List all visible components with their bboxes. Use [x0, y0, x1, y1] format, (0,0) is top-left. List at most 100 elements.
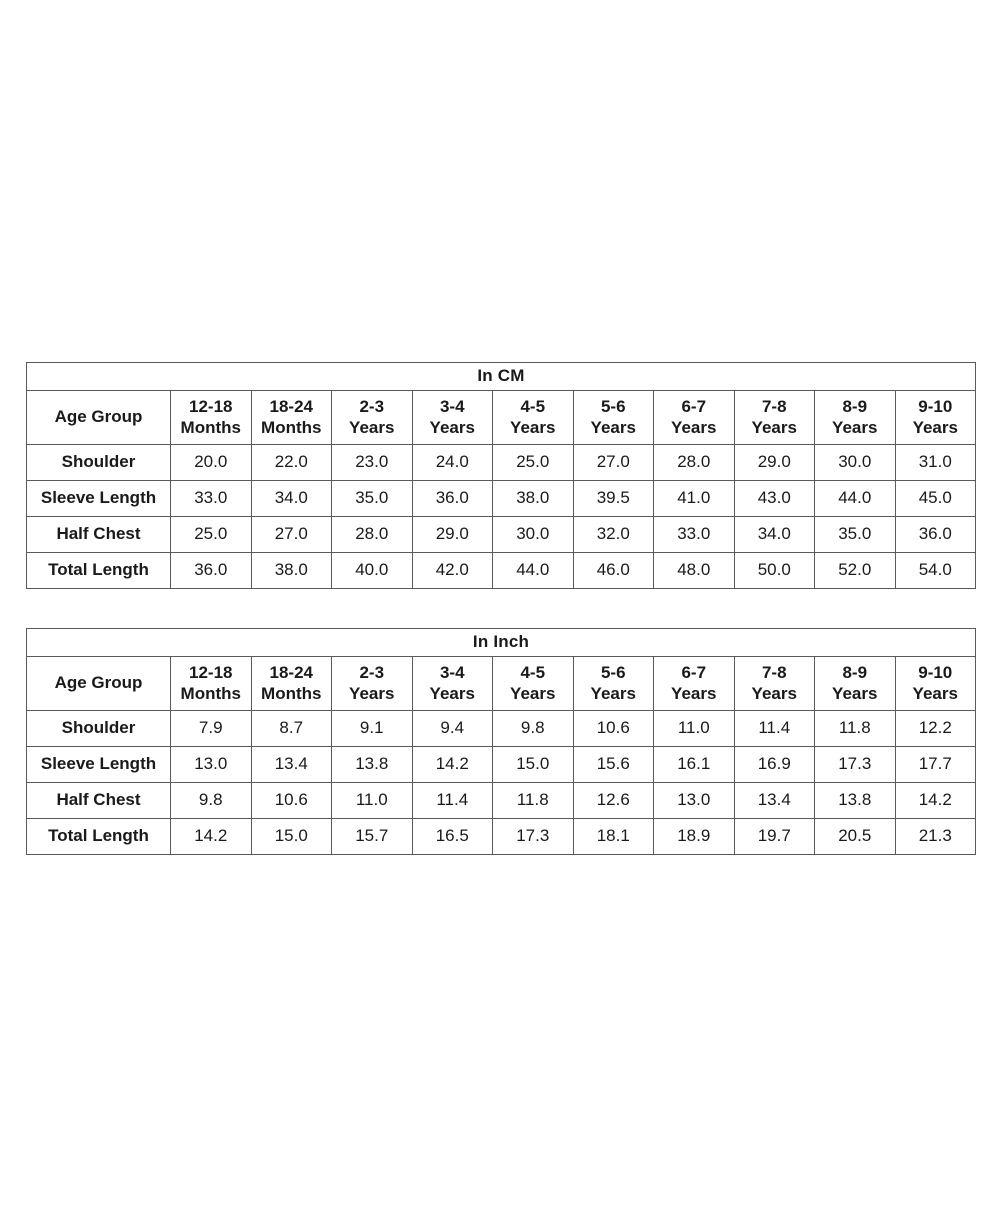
cell-value: 9.4 — [411, 710, 493, 747]
cell-value: 28.0 — [331, 516, 413, 553]
cell-value: 13.0 — [653, 782, 735, 819]
column-header-line1: 12-18 — [189, 663, 233, 683]
column-header-line1: 2-3 — [359, 663, 385, 683]
cell-value: 36.0 — [894, 516, 977, 553]
cell-value: 13.8 — [331, 746, 413, 783]
cell-value: 7.9 — [170, 710, 252, 747]
column-header-9-10-years: 9-10 Years — [894, 656, 976, 711]
row-label-total-length: Total Length — [26, 818, 171, 855]
cell-value: 12.2 — [894, 710, 976, 747]
cell-value: 9.8 — [492, 710, 574, 747]
table-gap — [26, 589, 975, 628]
cell-value: 45.0 — [894, 480, 977, 517]
column-header-line2: Years — [429, 683, 475, 703]
column-header-line1: 18-24 — [269, 397, 313, 417]
cell-value: 24.0 — [411, 444, 493, 481]
column-header-18-24-months: 18-24 Months — [250, 390, 332, 445]
table-row: Shoulder 20.0 22.0 23.0 24.0 25.0 27.0 2… — [26, 444, 977, 481]
column-header-line2: Months — [261, 683, 322, 703]
row-label-shoulder: Shoulder — [26, 444, 171, 481]
cell-value: 9.1 — [331, 710, 413, 747]
column-header-line1: 9-10 — [918, 663, 953, 683]
column-header-age-group: Age Group — [26, 656, 171, 711]
cell-value: 39.5 — [572, 480, 654, 517]
column-header-age-group: Age Group — [26, 390, 171, 445]
table-title-inch: In Inch — [26, 628, 976, 657]
cell-value: 44.0 — [492, 552, 574, 589]
column-header-line2: Years — [510, 417, 556, 437]
cell-value: 40.0 — [331, 552, 413, 589]
cell-value: 28.0 — [653, 444, 735, 481]
column-header-line2: Months — [180, 417, 241, 437]
row-label-half-chest: Half Chest — [26, 782, 171, 819]
cell-value: 29.0 — [733, 444, 815, 481]
column-header-4-5-years: 4-5 Years — [492, 390, 574, 445]
cell-value: 15.7 — [331, 818, 413, 855]
cell-value: 19.7 — [733, 818, 815, 855]
size-table-inch: In Inch Age Group 12-18 Months 18-24 Mon… — [26, 628, 976, 855]
table-row: Half Chest 25.0 27.0 28.0 29.0 30.0 32.0… — [26, 516, 977, 553]
column-header-line1: 9-10 — [918, 397, 953, 417]
column-header-line1: 2-3 — [359, 397, 385, 417]
cell-value: 11.0 — [653, 710, 735, 747]
cell-value: 20.5 — [814, 818, 896, 855]
table-row: Sleeve Length 13.0 13.4 13.8 14.2 15.0 1… — [26, 746, 976, 783]
cell-value: 48.0 — [653, 552, 735, 589]
column-header-4-5-years: 4-5 Years — [492, 656, 574, 711]
column-header-line2: Years — [349, 683, 395, 703]
column-header-12-18-months: 12-18 Months — [170, 390, 252, 445]
table-row: Half Chest 9.8 10.6 11.0 11.4 11.8 12.6 … — [26, 782, 976, 819]
column-header-line2: Years — [832, 683, 878, 703]
column-header-line1: 7-8 — [761, 397, 787, 417]
column-header-line2: Years — [671, 417, 717, 437]
row-label-sleeve-length: Sleeve Length — [26, 480, 171, 517]
column-header-5-6-years: 5-6 Years — [572, 390, 654, 445]
cell-value: 36.0 — [411, 480, 493, 517]
column-header-line2: Years — [429, 417, 475, 437]
cell-value: 9.8 — [170, 782, 252, 819]
cell-value: 44.0 — [814, 480, 896, 517]
table-row: Sleeve Length 33.0 34.0 35.0 36.0 38.0 3… — [26, 480, 977, 517]
table-row: Total Length 14.2 15.0 15.7 16.5 17.3 18… — [26, 818, 976, 855]
cell-value: 52.0 — [814, 552, 896, 589]
cell-value: 29.0 — [411, 516, 493, 553]
column-header-line1: 5-6 — [600, 663, 626, 683]
cell-value: 8.7 — [250, 710, 332, 747]
cell-value: 11.4 — [411, 782, 493, 819]
cell-value: 33.0 — [170, 480, 252, 517]
column-header-8-9-years: 8-9 Years — [814, 390, 896, 445]
column-header-2-3-years: 2-3 Years — [331, 656, 413, 711]
table-row: Total Length 36.0 38.0 40.0 42.0 44.0 46… — [26, 552, 977, 589]
column-header-line2: Years — [590, 417, 636, 437]
column-header-18-24-months: 18-24 Months — [250, 656, 332, 711]
cell-value: 25.0 — [492, 444, 574, 481]
column-header-line2: Years — [751, 683, 797, 703]
cell-value: 30.0 — [814, 444, 896, 481]
table-title-cm: In CM — [25, 362, 977, 391]
cell-value: 13.4 — [733, 782, 815, 819]
cell-value: 38.0 — [250, 552, 332, 589]
cell-value: 13.0 — [170, 746, 252, 783]
cell-value: 36.0 — [170, 552, 252, 589]
cell-value: 43.0 — [733, 480, 815, 517]
cell-value: 41.0 — [653, 480, 735, 517]
column-header-8-9-years: 8-9 Years — [814, 656, 896, 711]
cell-value: 16.5 — [411, 818, 493, 855]
cell-value: 11.8 — [814, 710, 896, 747]
cell-value: 27.0 — [572, 444, 654, 481]
column-header-line2: Years — [832, 417, 878, 437]
cell-value: 32.0 — [572, 516, 654, 553]
column-header-6-7-years: 6-7 Years — [653, 656, 735, 711]
row-label-shoulder: Shoulder — [26, 710, 171, 747]
cell-value: 35.0 — [331, 480, 413, 517]
cell-value: 13.8 — [814, 782, 896, 819]
cell-value: 34.0 — [733, 516, 815, 553]
size-table-cm: In CM Age Group 12-18 Months 18-24 Month… — [25, 362, 977, 589]
cell-value: 14.2 — [170, 818, 252, 855]
cell-value: 50.0 — [733, 552, 815, 589]
table-header-row: Age Group 12-18 Months 18-24 Months 2-3 … — [26, 390, 977, 445]
column-header-5-6-years: 5-6 Years — [572, 656, 654, 711]
cell-value: 17.7 — [894, 746, 976, 783]
cell-value: 46.0 — [572, 552, 654, 589]
column-header-line2: Years — [349, 417, 395, 437]
